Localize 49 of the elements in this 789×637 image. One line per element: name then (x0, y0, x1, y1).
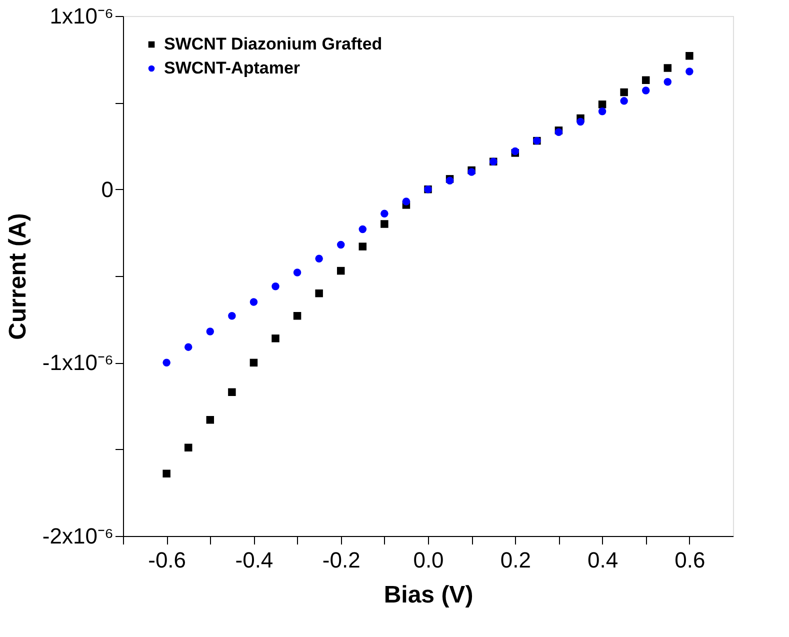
y-tick-label: 0 (101, 176, 114, 202)
point (380, 220, 388, 228)
point (576, 118, 584, 126)
point (336, 266, 345, 275)
x-tick-label: 0.6 (674, 548, 706, 572)
legend-label: SWCNT Diazonium Grafted (164, 34, 382, 54)
point (206, 328, 214, 336)
point (620, 97, 628, 105)
point (686, 68, 694, 76)
point (686, 52, 694, 60)
point (664, 64, 672, 72)
legend-label: SWCNT-Aptamer (164, 58, 300, 78)
y-tick-label: -1x10⁻⁶ (42, 350, 114, 376)
point (315, 289, 323, 298)
point (664, 78, 672, 86)
point (250, 298, 258, 306)
y-tick-label: -2x10⁻⁶ (42, 524, 114, 548)
x-tick-label: 0.2 (500, 548, 531, 572)
point (206, 416, 214, 424)
point (228, 312, 236, 320)
point (250, 358, 258, 367)
y-tick-label: 1x10⁻⁶ (50, 4, 114, 28)
point (293, 268, 302, 276)
x-tick-label: -0.4 (235, 548, 274, 572)
point (598, 107, 606, 116)
point (402, 198, 410, 206)
x-tick-label: -0.2 (322, 548, 360, 572)
point (336, 240, 345, 249)
point (358, 225, 367, 234)
x-tick-label: -0.6 (148, 548, 186, 572)
point (380, 210, 388, 218)
point (642, 86, 650, 94)
point (293, 312, 302, 320)
point (184, 444, 192, 452)
point (642, 76, 650, 84)
point (272, 334, 280, 342)
point (184, 343, 192, 351)
point (315, 254, 323, 263)
point (272, 282, 280, 290)
x-tick-label: 0.0 (413, 548, 444, 572)
point (598, 100, 606, 108)
point (228, 388, 236, 396)
point (358, 242, 367, 250)
point (162, 358, 170, 367)
x-axis-title: Bias (V) (384, 582, 474, 608)
x-tick-label: 0.4 (587, 548, 618, 572)
point (620, 88, 628, 96)
y-axis-title: Current (A) (4, 213, 32, 340)
point (162, 470, 170, 478)
